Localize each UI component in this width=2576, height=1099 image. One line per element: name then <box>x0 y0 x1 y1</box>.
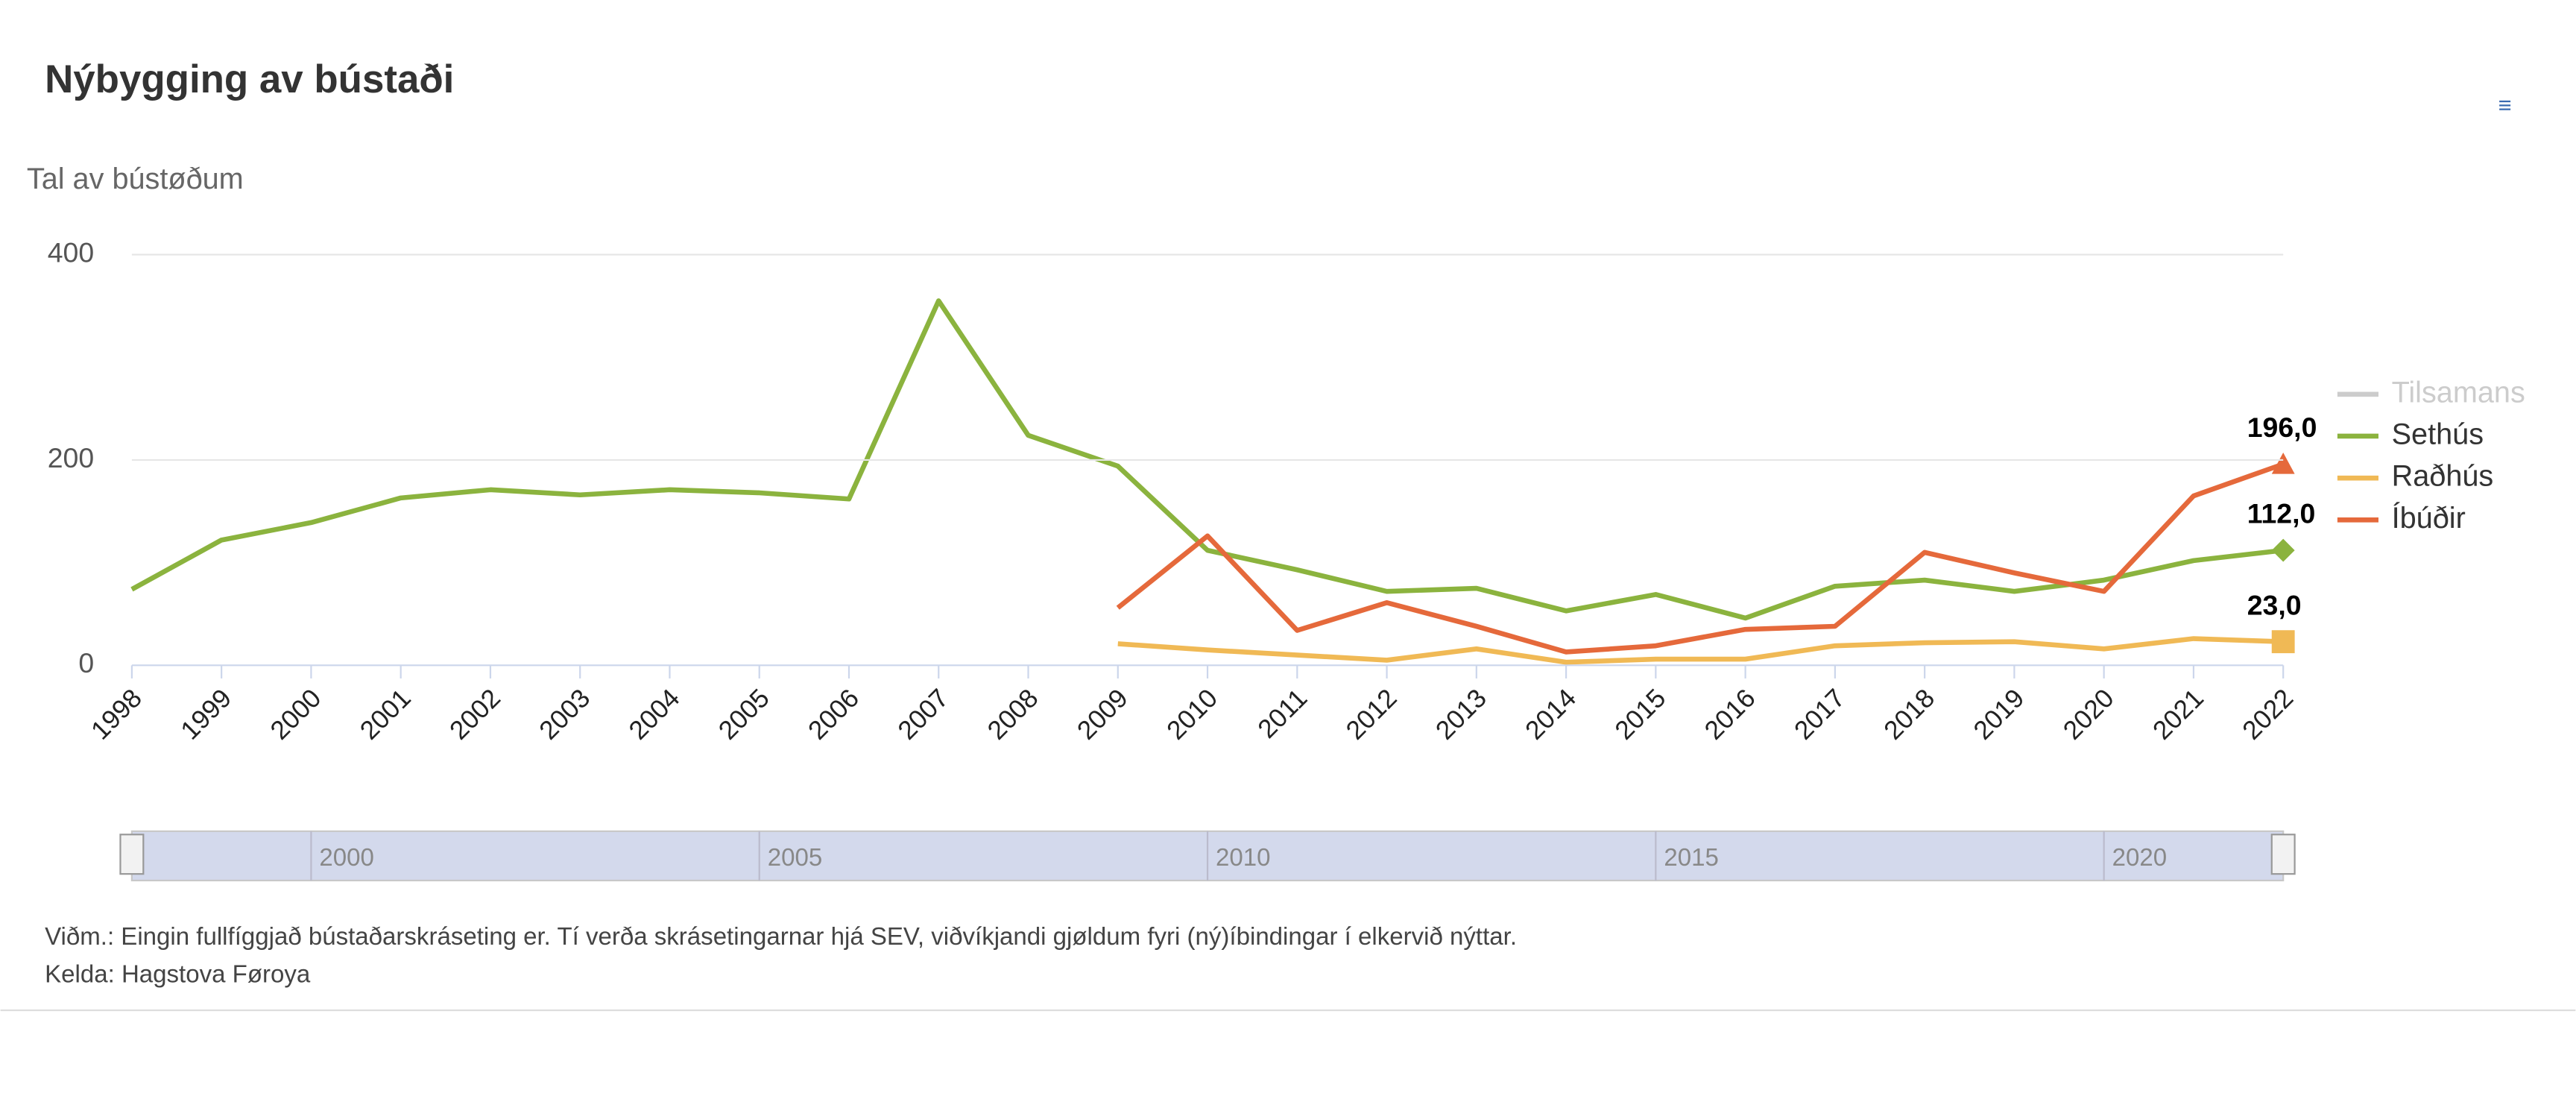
y-tick-label: 400 <box>48 236 94 268</box>
legend-label[interactable]: Íbúðir <box>2392 502 2466 535</box>
y-tick-label: 200 <box>48 442 94 473</box>
x-tick-label: 2018 <box>1878 684 1940 746</box>
x-tick-label: 2005 <box>713 684 775 746</box>
x-tick-label: 2013 <box>1430 684 1492 746</box>
x-tick-label: 2002 <box>444 684 506 746</box>
x-tick-label: 2017 <box>1789 684 1851 746</box>
y-tick-label: 0 <box>78 647 94 678</box>
marker <box>2271 453 2295 474</box>
x-tick-label: 2003 <box>534 684 596 746</box>
navigator-label: 2020 <box>2112 844 2167 872</box>
x-tick-label: 2016 <box>1699 684 1761 746</box>
x-tick-label: 2020 <box>2058 684 2120 746</box>
data-label: 196,0 <box>2247 412 2317 443</box>
x-tick-label: 2007 <box>892 684 954 746</box>
navigator-label: 2010 <box>1216 844 1270 872</box>
x-tick-label: 2000 <box>265 684 326 746</box>
navigator-handle[interactable] <box>119 834 145 875</box>
chart-title: Nýbygging av bústaði <box>45 57 454 101</box>
x-tick-label: 2010 <box>1161 684 1223 746</box>
x-tick-label: 2004 <box>623 684 685 746</box>
legend-label[interactable]: Raðhús <box>2392 460 2494 493</box>
plot-area: 112,0 23,0 196,0 <box>130 298 2317 665</box>
series-line <box>1116 462 2285 655</box>
x-tick-label: 2006 <box>803 684 865 746</box>
source: Kelda: Hagstova Føroya <box>45 960 311 988</box>
navigator-handle[interactable] <box>2270 834 2296 875</box>
series-line <box>130 298 2284 621</box>
x-tick-label: 2001 <box>355 684 417 746</box>
y-axis-title: Tal av bústøðum <box>27 163 244 195</box>
marker <box>2271 630 2295 654</box>
navigator-label: 2000 <box>319 844 373 872</box>
x-tick-label: 2012 <box>1341 684 1403 746</box>
menu-button[interactable]: ≡ <box>2498 92 2512 118</box>
x-tick-label: 1998 <box>86 684 148 746</box>
series-line <box>1117 636 2284 665</box>
navigator-label: 2015 <box>1664 844 1718 872</box>
x-tick-label: 2015 <box>1609 684 1671 746</box>
data-label: 23,0 <box>2247 589 2302 620</box>
legend-label[interactable]: Tilsamans <box>2392 376 2525 409</box>
data-label: 112,0 <box>2247 498 2316 529</box>
x-tick-label: 2022 <box>2237 684 2299 746</box>
x-tick-label: 2014 <box>1520 684 1582 746</box>
x-tick-label: 2019 <box>1968 684 2030 746</box>
navigator-label: 2005 <box>768 844 822 872</box>
x-tick-label: 2009 <box>1072 684 1134 746</box>
legend-label[interactable]: Sethús <box>2392 418 2484 450</box>
x-tick-label: 2011 <box>1252 684 1313 744</box>
x-tick-label: 2008 <box>982 684 1044 746</box>
x-tick-label: 2021 <box>2147 684 2209 746</box>
marker <box>2271 538 2295 562</box>
footnote: Viðm.: Eingin fullfíggjað bústaðarskráse… <box>45 923 1517 951</box>
x-tick-label: 1999 <box>175 684 237 746</box>
